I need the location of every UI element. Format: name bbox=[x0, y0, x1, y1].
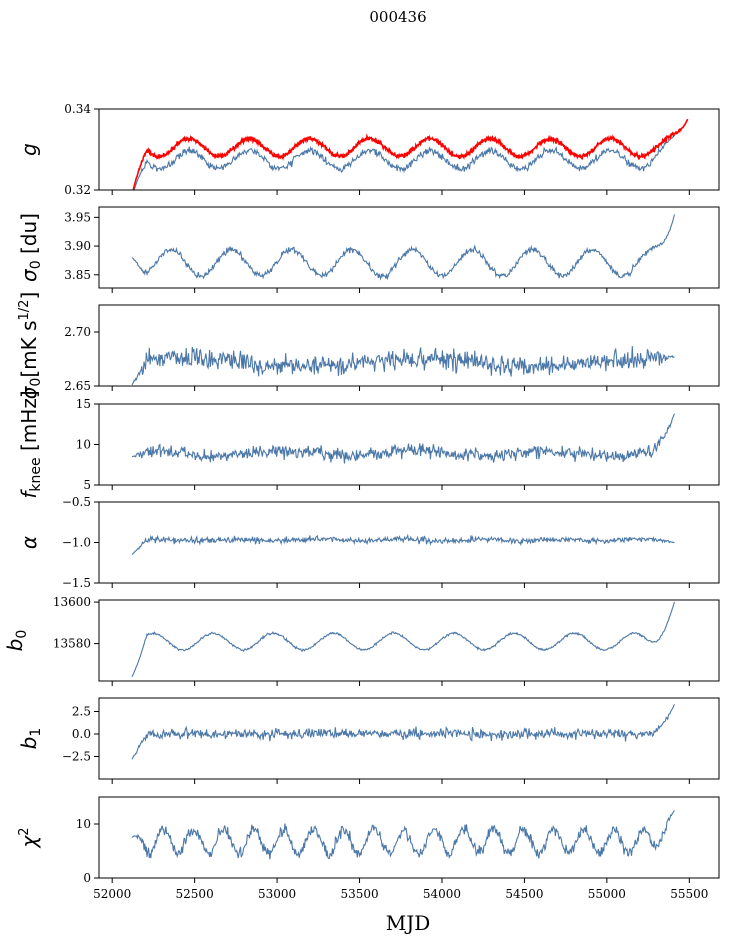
y-tick-label: −1.0 bbox=[62, 536, 91, 550]
y-tick-label: −1.5 bbox=[62, 576, 91, 590]
y-tick-label: 2.65 bbox=[64, 379, 91, 393]
y-tick-label: 13600 bbox=[53, 595, 91, 609]
x-tick-label: 52000 bbox=[93, 887, 131, 901]
y-axis-label-fknee: fknee [mHz] bbox=[17, 390, 44, 498]
y-axis-label-b0: b0 bbox=[3, 630, 30, 652]
axes-frame bbox=[98, 697, 720, 780]
series-line-fknee bbox=[131, 413, 676, 464]
y-tick-label: 10 bbox=[76, 438, 91, 452]
panel-sigma0-wn: 2.65 2.70 σ0[mK s1/2] bbox=[17, 292, 720, 400]
y-tick-label: 2.5 bbox=[72, 705, 91, 719]
series-line-sigma0 bbox=[131, 214, 676, 281]
chart-title: 000436 bbox=[369, 8, 426, 26]
series-line-alpha bbox=[131, 533, 675, 555]
chart-panels: 0.32 0.34 g 3.85 3.90 3.95 σ0 [du] 2.65 2.70 σ0[m… bbox=[3, 102, 720, 901]
y-tick-label: 0.0 bbox=[72, 727, 91, 741]
series-line-sigma0-white-noise bbox=[131, 346, 675, 386]
y-tick-label: −2.5 bbox=[62, 750, 91, 764]
y-axis-label-b1: b1 bbox=[17, 728, 44, 750]
series-line-chi2 bbox=[131, 810, 675, 860]
x-tick-label: 55000 bbox=[588, 887, 626, 901]
y-tick-label: −0.5 bbox=[62, 495, 91, 509]
panel-chi2: 0 10 52000 52500 53000 53500 54000 54500 55000 55… bbox=[17, 796, 720, 901]
x-tick-label: 54500 bbox=[505, 887, 543, 901]
panel-b1: −2.5 0.0 2.5 b1 bbox=[17, 697, 720, 784]
x-axis-label: MJD bbox=[386, 911, 431, 935]
x-tick-label: 52500 bbox=[176, 887, 214, 901]
x-tick-label: 53000 bbox=[258, 887, 296, 901]
axes-frame bbox=[98, 108, 720, 191]
y-tick-label: 3.90 bbox=[64, 239, 91, 253]
y-tick-label: 0.32 bbox=[64, 183, 91, 197]
axes-frame bbox=[98, 206, 720, 289]
panel-fknee: 5 10 15 fknee [mHz] bbox=[17, 390, 720, 499]
series-line-g-reference bbox=[132, 118, 689, 190]
y-tick-label: 15 bbox=[76, 397, 91, 411]
y-tick-label: 3.95 bbox=[64, 210, 91, 224]
series-line-g bbox=[133, 134, 675, 190]
series-line-b0 bbox=[131, 601, 676, 678]
y-tick-label: 3.85 bbox=[64, 268, 91, 282]
y-tick-label: 0 bbox=[83, 871, 91, 885]
y-tick-label: 0.34 bbox=[64, 102, 91, 116]
panel-alpha: −1.5 −1.0 −0.5 α bbox=[17, 495, 720, 590]
y-tick-label: 10 bbox=[76, 817, 91, 831]
x-tick-label: 54000 bbox=[423, 887, 461, 901]
axes-frame bbox=[98, 599, 720, 682]
y-tick-label: 2.70 bbox=[64, 325, 91, 339]
y-axis-label-g: g bbox=[17, 143, 41, 156]
x-tick-label: 55500 bbox=[670, 887, 708, 901]
y-axis-label-chi2: χ2 bbox=[17, 827, 41, 848]
y-tick-label: 13580 bbox=[53, 637, 91, 651]
y-tick-label: 5 bbox=[83, 478, 91, 492]
y-axis-label-sigma0-wn: σ0[mK s1/2] bbox=[17, 292, 44, 400]
series-line-b1 bbox=[131, 704, 675, 760]
axes-frame bbox=[98, 304, 720, 387]
panel-g: 0.32 0.34 g bbox=[17, 102, 720, 197]
panel-b0: 13580 13600 b0 bbox=[3, 595, 720, 686]
y-axis-label-alpha: α bbox=[17, 536, 41, 549]
panel-sigma0: 3.85 3.90 3.95 σ0 [du] bbox=[17, 206, 720, 293]
axes-frame bbox=[98, 796, 720, 879]
y-axis-label-sigma0: σ0 [du] bbox=[17, 213, 44, 282]
x-tick-label: 53500 bbox=[340, 887, 378, 901]
